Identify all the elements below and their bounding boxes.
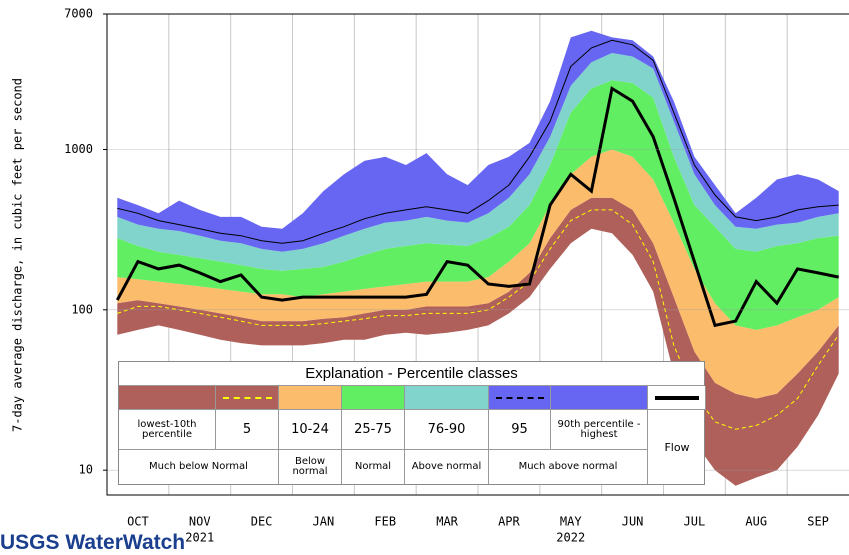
y-tick-label: 7000: [64, 7, 93, 21]
percentile-band: [117, 149, 839, 399]
legend-class: Much above normal: [489, 450, 648, 484]
percentile-band: [117, 53, 839, 271]
legend-label: Flow: [664, 440, 690, 454]
x-tick-label: JUN: [622, 515, 644, 529]
legend-line-sample: [654, 395, 699, 400]
x-sublabel: 2021: [185, 531, 214, 545]
y-tick-label: 100: [71, 302, 93, 316]
y-axis-label: 7-day average discharge, in cubic feet p…: [11, 78, 25, 432]
legend: Explanation - Percentile classes lowest-1…: [118, 361, 706, 485]
legend-swatch: [342, 386, 405, 410]
legend-label: 76-90: [405, 410, 489, 450]
percentile-band: [117, 30, 839, 252]
legend-swatch: [216, 386, 279, 410]
legend-class: Above normal: [405, 450, 489, 484]
x-tick-label: AUG: [745, 515, 767, 529]
x-tick-label: NOV: [189, 515, 211, 529]
plot-frame: [106, 13, 849, 496]
legend-label: 10-24: [279, 410, 342, 450]
y-tick-label: 1000: [64, 142, 93, 156]
legend-line-sample: [222, 396, 272, 399]
x-tick-label: SEP: [807, 515, 829, 529]
x-tick-label: OCT: [127, 515, 149, 529]
flow-line: [115, 86, 839, 328]
plot-layer: [115, 14, 840, 495]
legend-label: 5: [216, 410, 279, 450]
legend-swatch: [279, 386, 342, 410]
legend-swatch: [489, 386, 551, 410]
legend-label: 90th percentile -highest: [551, 410, 648, 450]
percentile-line: [117, 209, 840, 430]
x-tick-label: MAY: [560, 515, 582, 529]
x-tick-label: DEC: [251, 515, 273, 529]
percentile-line: [117, 39, 839, 244]
legend-swatch: [648, 386, 706, 410]
legend-label: 95: [489, 410, 551, 450]
percentile-band: [117, 80, 839, 330]
legend-class: Much below Normal: [119, 450, 279, 484]
legend-swatch: [119, 386, 216, 410]
y-tick-label: 10: [79, 463, 93, 477]
legend-class: Normal: [342, 450, 405, 484]
x-tick-label: JAN: [313, 515, 335, 529]
x-tick-label: APR: [498, 515, 520, 529]
x-sublabel: 2022: [556, 531, 585, 545]
x-tick-label: JUL: [684, 515, 706, 529]
x-tick-label: MAR: [436, 515, 458, 529]
legend-line-sample: [495, 396, 544, 399]
logo: USGS WaterWatch: [0, 531, 186, 554]
legend-swatch: [551, 386, 648, 410]
legend-title: Explanation - Percentile classes: [119, 362, 704, 386]
percentile-band: [117, 197, 839, 486]
x-tick-label: FEB: [374, 515, 396, 529]
legend-swatch: [405, 386, 489, 410]
legend-class: Below normal: [279, 450, 342, 484]
legend-label: lowest-10th percentile: [119, 410, 216, 450]
legend-label: 25-75: [342, 410, 405, 450]
